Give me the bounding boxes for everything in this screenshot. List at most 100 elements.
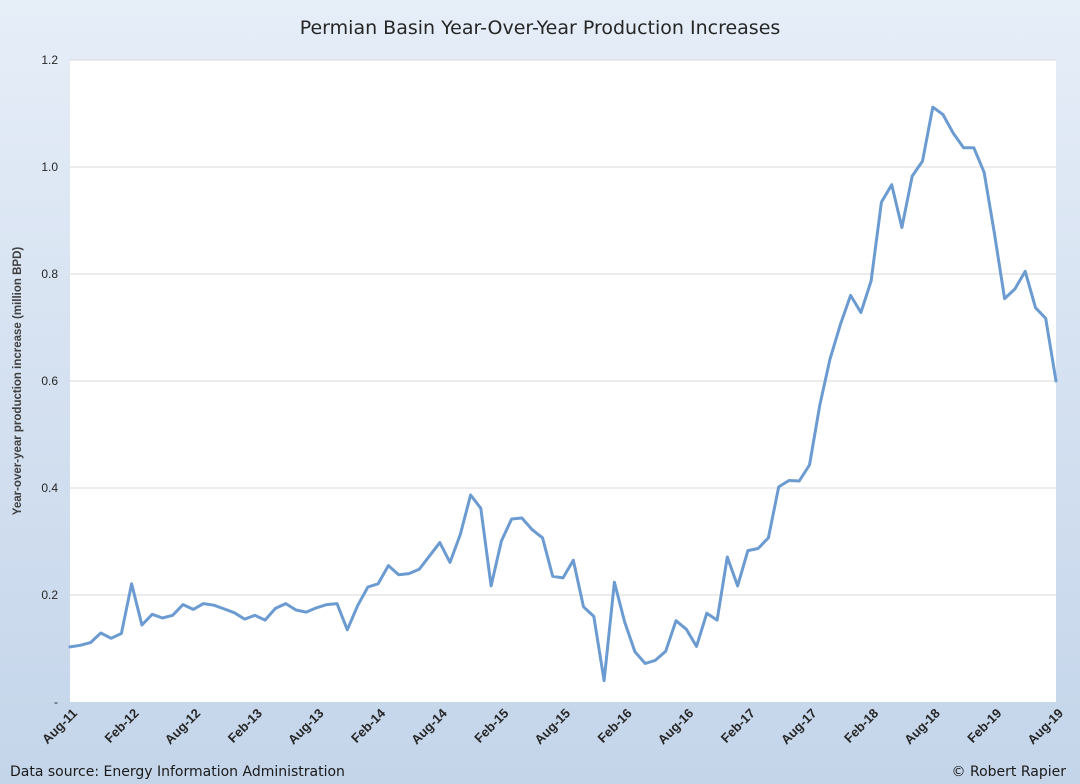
x-tick-label: Feb-16: [595, 706, 635, 746]
data-point: [839, 323, 842, 326]
x-tick-label: Feb-13: [225, 706, 265, 746]
data-point: [418, 568, 421, 571]
data-point: [284, 602, 287, 605]
y-tick-label: 0.6: [41, 374, 58, 388]
data-point: [222, 607, 226, 611]
x-tick-label: Aug-14: [408, 705, 450, 747]
data-point: [798, 479, 801, 483]
data-point: [808, 463, 811, 467]
data-point: [572, 559, 575, 562]
data-point: [387, 564, 390, 567]
y-axis-label: Year-over-year production increase (mill…: [12, 247, 24, 516]
data-point: [500, 539, 503, 543]
data-point: [705, 612, 708, 615]
x-tick-label: Feb-15: [471, 706, 511, 746]
data-point: [551, 575, 554, 578]
x-tick-label: Aug-12: [162, 706, 204, 748]
data-point: [1044, 317, 1047, 320]
data-point: [561, 576, 565, 580]
data-point: [993, 232, 996, 235]
data-point: [253, 614, 257, 617]
data-point: [212, 604, 215, 607]
data-point: [880, 201, 883, 204]
data-point: [305, 610, 308, 614]
x-tick-label: Feb-18: [841, 706, 881, 746]
data-point: [767, 536, 770, 539]
data-point: [459, 533, 462, 536]
y-tick-label: 0.8: [41, 267, 58, 281]
data-point: [151, 613, 154, 616]
data-point: [941, 113, 945, 116]
data-point: [407, 572, 411, 575]
data-source-note: Data source: Energy Information Administ…: [10, 764, 345, 780]
data-point: [448, 561, 452, 564]
data-point: [952, 132, 955, 135]
data-point: [140, 623, 144, 627]
data-point: [325, 603, 328, 606]
series-layer: [68, 105, 1058, 683]
x-tick-label: Aug-18: [901, 706, 943, 748]
data-point: [777, 485, 780, 489]
data-point: [674, 619, 678, 622]
x-tick-label: Aug-11: [39, 706, 80, 747]
data-point: [79, 644, 82, 647]
data-point: [726, 555, 729, 559]
data-point: [315, 606, 318, 609]
x-tick-label: Feb-12: [102, 706, 142, 746]
y-tick-label: 1.0: [41, 160, 58, 174]
data-point: [602, 679, 606, 682]
data-point: [130, 582, 133, 585]
data-point: [1034, 306, 1037, 309]
x-tick-label: Aug-15: [531, 706, 573, 748]
data-point: [982, 171, 986, 174]
data-point: [510, 517, 513, 521]
y-tick-label: -: [54, 695, 58, 709]
x-tick-label: Aug-17: [778, 706, 820, 748]
data-point: [623, 620, 626, 623]
gridlines: [70, 59, 1056, 596]
data-point: [972, 146, 975, 149]
author-credit: © Robert Rapier: [951, 764, 1066, 780]
data-point: [695, 645, 698, 648]
data-point: [849, 294, 852, 297]
data-point: [366, 585, 370, 589]
data-point: [644, 662, 647, 665]
data-point: [469, 493, 472, 497]
data-point: [900, 226, 904, 229]
data-point: [531, 528, 534, 531]
data-point: [613, 581, 616, 584]
data-point: [192, 608, 195, 611]
data-point: [99, 631, 103, 635]
x-tick-label: Aug-19: [1024, 706, 1066, 748]
data-point: [654, 659, 657, 662]
x-tick-label: Feb-19: [964, 706, 1004, 746]
data-point: [1003, 297, 1006, 300]
data-point: [818, 403, 821, 407]
data-point: [438, 541, 441, 544]
data-point: [263, 618, 267, 622]
data-point: [161, 616, 164, 620]
data-point: [202, 602, 205, 605]
y-axis-ticks: - 0.2 0.4 0.6 0.8 1.0 1.2: [41, 53, 58, 709]
data-point: [592, 615, 595, 618]
data-point: [274, 607, 277, 610]
data-point: [1013, 287, 1017, 291]
data-point: [911, 174, 914, 178]
data-point: [520, 516, 524, 520]
x-tick-label: Feb-17: [718, 706, 758, 746]
data-point: [181, 603, 185, 606]
data-point: [890, 183, 893, 186]
data-point: [715, 618, 719, 622]
data-point: [233, 611, 236, 614]
y-tick-label: 1.2: [41, 53, 58, 67]
data-point: [664, 650, 667, 653]
data-point: [428, 554, 431, 558]
y-tick-label: 0.4: [41, 481, 58, 495]
data-point: [756, 547, 760, 550]
x-tick-label: Aug-13: [285, 706, 327, 748]
chart-title: Permian Basin Year-Over-Year Production …: [300, 17, 781, 39]
data-point: [356, 604, 359, 607]
data-point: [633, 650, 637, 653]
data-point: [294, 608, 298, 612]
